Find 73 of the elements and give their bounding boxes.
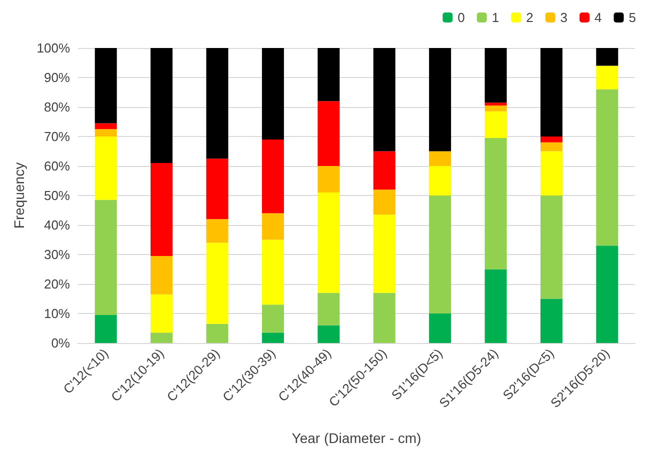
bar bbox=[206, 324, 228, 343]
bar bbox=[262, 139, 284, 214]
bar bbox=[94, 123, 117, 130]
bar bbox=[429, 166, 452, 196]
bar bbox=[318, 166, 340, 193]
bar bbox=[150, 48, 173, 164]
bar bbox=[318, 101, 340, 166]
bar bbox=[206, 242, 228, 324]
y-tick-label: 30% bbox=[44, 247, 70, 262]
bar bbox=[262, 240, 284, 305]
bar bbox=[373, 214, 396, 293]
bar bbox=[540, 151, 562, 196]
bar bbox=[373, 151, 396, 190]
y-tick-label: 50% bbox=[44, 188, 70, 203]
legend-label: 4 bbox=[594, 10, 602, 25]
bar bbox=[262, 332, 284, 343]
bar bbox=[484, 111, 507, 138]
y-tick-label: 0% bbox=[51, 336, 70, 350]
bar bbox=[429, 196, 452, 314]
legend-label: 1 bbox=[492, 10, 500, 25]
y-tick-label: 10% bbox=[44, 306, 70, 321]
legend-label: 2 bbox=[526, 10, 534, 25]
bar bbox=[540, 136, 562, 142]
bar bbox=[540, 196, 562, 299]
bar bbox=[540, 48, 562, 136]
legend-label: 0 bbox=[458, 10, 465, 25]
bar bbox=[150, 332, 173, 343]
bar bbox=[596, 89, 618, 246]
y-tick-label: 60% bbox=[44, 158, 70, 174]
bar bbox=[318, 192, 340, 293]
bar bbox=[262, 304, 284, 333]
bar bbox=[94, 129, 117, 136]
bar bbox=[429, 314, 452, 343]
bar bbox=[540, 298, 562, 343]
y-tick-label: 100% bbox=[36, 40, 70, 56]
bar bbox=[150, 294, 173, 333]
bar bbox=[373, 48, 396, 152]
y-tick-label: 90% bbox=[44, 70, 70, 85]
bar bbox=[262, 48, 284, 140]
bar bbox=[206, 158, 228, 220]
bar bbox=[596, 246, 618, 343]
y-axis-title: Frequency bbox=[10, 162, 27, 229]
bar bbox=[484, 48, 507, 103]
bar bbox=[373, 292, 396, 343]
bar bbox=[94, 48, 117, 124]
bar bbox=[94, 200, 117, 315]
bar bbox=[150, 163, 173, 256]
legend-label: 3 bbox=[560, 10, 568, 25]
bar bbox=[318, 292, 340, 326]
x-axis-title: Year (Diameter - cm) bbox=[292, 430, 422, 446]
bar bbox=[150, 256, 173, 294]
bar bbox=[596, 48, 618, 66]
bar bbox=[484, 138, 507, 270]
y-tick-label: 70% bbox=[44, 129, 70, 144]
bar bbox=[484, 102, 507, 106]
bar bbox=[484, 106, 507, 112]
y-tick-label: 20% bbox=[44, 276, 70, 292]
bar bbox=[318, 48, 340, 102]
bar bbox=[596, 66, 618, 90]
bar bbox=[262, 213, 284, 240]
bar bbox=[206, 48, 228, 159]
y-tick-label: 80% bbox=[44, 100, 70, 114]
bar bbox=[540, 142, 562, 152]
bar bbox=[206, 219, 228, 243]
legend-label: 5 bbox=[628, 10, 636, 25]
bar bbox=[429, 48, 452, 152]
bar bbox=[94, 136, 117, 200]
bar bbox=[318, 325, 340, 343]
bar bbox=[94, 314, 117, 343]
bar bbox=[484, 269, 507, 343]
y-tick-label: 40% bbox=[44, 218, 70, 232]
bar bbox=[373, 190, 396, 215]
bar bbox=[429, 151, 452, 166]
